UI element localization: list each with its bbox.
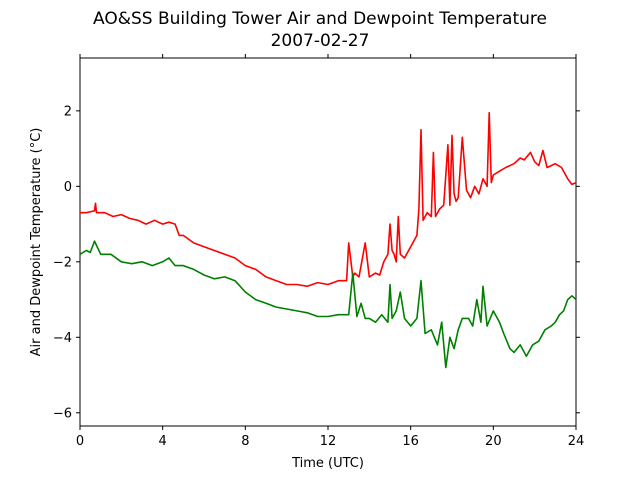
y-tick-label: 2 [64, 104, 72, 119]
y-axis-label: Air and Dewpoint Temperature (°C) [29, 128, 44, 357]
x-axis-label: Time (UTC) [291, 456, 364, 471]
y-tick-label: −6 [53, 406, 72, 421]
plot-area: 0 4 8 12 16 20 24 −6 −4 −2 0 2 [53, 54, 584, 449]
x-tick-label: 20 [485, 434, 502, 449]
plot-frame [79, 57, 577, 427]
y-tick-label: 0 [64, 180, 72, 195]
x-tick-label: 0 [76, 434, 84, 449]
y-tick-label: −2 [53, 255, 72, 270]
x-tick-label: 4 [159, 434, 167, 449]
x-tick-label: 8 [241, 434, 249, 449]
x-tick-label: 24 [568, 434, 585, 449]
series-layer [79, 111, 577, 369]
x-tick-label: 12 [320, 434, 337, 449]
axis-layer: 0 4 8 12 16 20 24 −6 −4 −2 0 2 [53, 54, 584, 449]
series-line-2 [79, 240, 577, 369]
x-tick-label: 16 [402, 434, 419, 449]
y-tick-label: −4 [53, 331, 72, 346]
chart-subtitle: 2007-02-27 [271, 31, 370, 51]
chart-title: AO&SS Building Tower Air and Dewpoint Te… [93, 9, 547, 29]
series-line-1 [80, 111, 577, 288]
